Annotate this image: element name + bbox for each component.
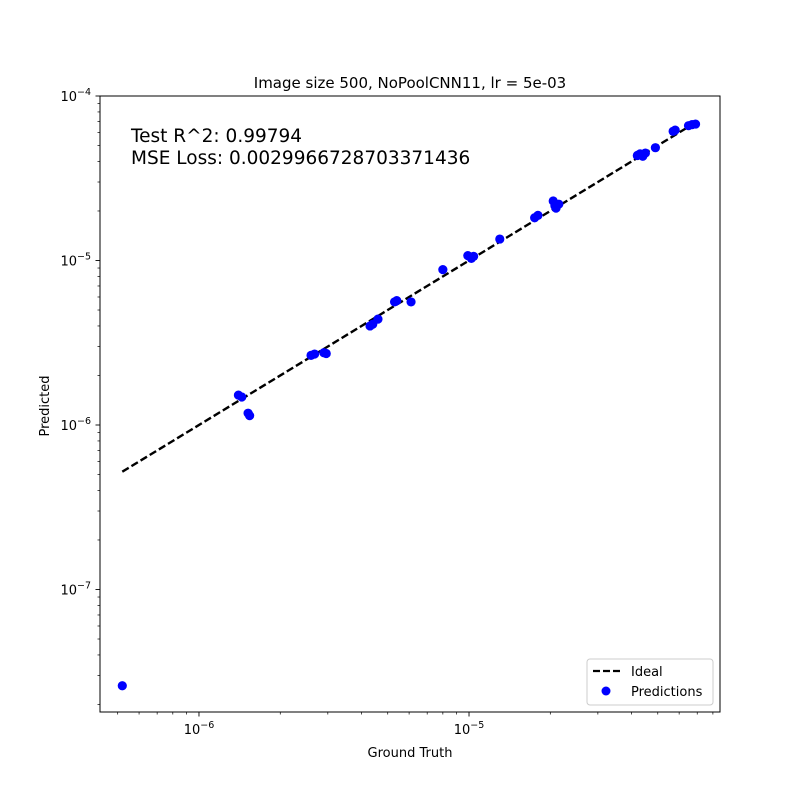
plot-area: 10−6 10−5 10−7 10−6 10−5 10−4 [60, 87, 721, 738]
legend-predictions-swatch [601, 686, 611, 696]
y-axis-label: Predicted [38, 375, 53, 436]
prediction-point [321, 348, 331, 359]
x-axis-label: Ground Truth [368, 746, 453, 761]
ideal-line [121, 120, 698, 473]
prediction-point [309, 349, 320, 359]
y-tick-label: 10−5 [60, 251, 91, 269]
axis-ticks: 10−6 10−5 10−7 10−6 10−5 10−4 [60, 87, 714, 738]
prediction-point [650, 143, 661, 153]
prediction-points-layer [117, 119, 701, 691]
legend-ideal-label: Ideal [631, 665, 663, 680]
prediction-point [392, 296, 402, 306]
prediction-point [495, 234, 505, 244]
x-tick-label: 10−6 [184, 720, 215, 738]
plot-frame [99, 95, 721, 713]
prediction-point [245, 411, 255, 421]
prediction-point [533, 210, 543, 220]
prediction-point [554, 199, 564, 209]
prediction-point [670, 125, 680, 135]
prediction-point [117, 681, 127, 691]
legend: Ideal Predictions [586, 658, 714, 706]
y-tick-label: 10−4 [60, 87, 91, 105]
prediction-point [640, 148, 651, 158]
prediction-point [438, 265, 448, 275]
x-tick-label: 10−5 [454, 720, 485, 738]
legend-predictions-label: Predictions [631, 685, 703, 700]
prediction-point [406, 297, 416, 307]
prediction-point [469, 251, 479, 261]
r2-annotation: Test R^2: 0.99794 [130, 126, 302, 147]
ideal-line-layer [121, 120, 698, 473]
prediction-point [373, 314, 383, 324]
prediction-point [690, 119, 701, 129]
prediction-point [237, 392, 247, 402]
mse-annotation: MSE Loss: 0.0029966728703371436 [131, 148, 470, 169]
chart-title: Image size 500, NoPoolCNN11, lr = 5e-03 [254, 74, 566, 92]
y-tick-label: 10−7 [60, 580, 91, 598]
y-tick-label: 10−6 [60, 416, 91, 434]
